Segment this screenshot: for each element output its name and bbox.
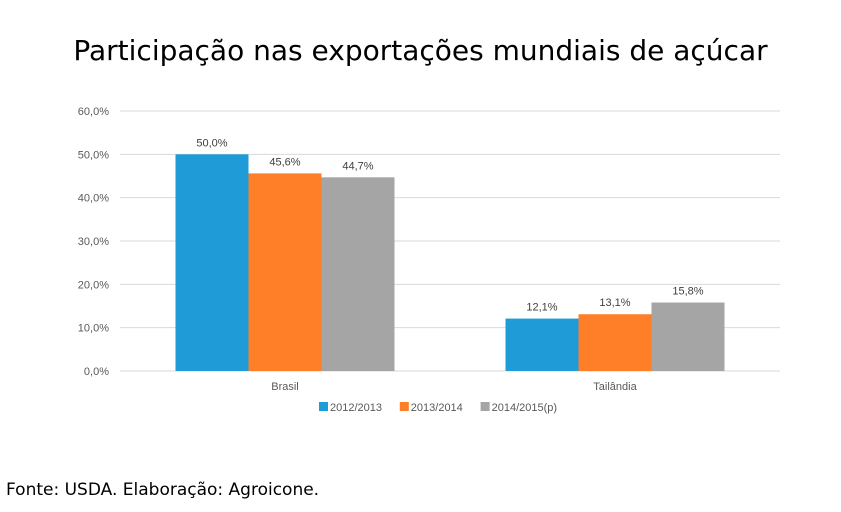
y-tick-label: 30,0% [78, 236, 109, 248]
y-tick-label: 0,0% [84, 366, 109, 378]
bar-2013/2014 [248, 173, 322, 371]
legend-label: 2014/2015(p) [492, 402, 557, 414]
y-tick-label: 50,0% [78, 149, 109, 161]
legend-swatch [399, 402, 409, 411]
y-tick-label: 20,0% [78, 279, 109, 291]
source-note: Fonte: USDA. Elaboração: Agroicone. [6, 480, 320, 500]
bar-2014/2015(p) [651, 302, 725, 371]
legend-label: 2013/2014 [411, 402, 463, 414]
y-tick-label: 60,0% [78, 106, 109, 118]
data-label: 50,0% [196, 137, 227, 149]
y-tick-label: 10,0% [78, 323, 109, 335]
data-label: 15,8% [672, 286, 703, 298]
bar-2013/2014 [578, 314, 652, 371]
chart-title: Participação nas exportações mundiais de… [73, 34, 768, 67]
data-label: 12,1% [526, 302, 557, 314]
legend-label: 2012/2013 [330, 402, 382, 414]
bar-2012/2013 [175, 154, 249, 371]
bar-2014/2015(p) [321, 177, 395, 371]
x-tick-label: Brasil [271, 381, 299, 393]
x-tick-label: Tailândia [593, 381, 637, 393]
legend-swatch [480, 402, 490, 411]
data-label: 45,6% [269, 156, 300, 168]
data-label: 13,1% [599, 297, 630, 309]
legend-swatch [319, 402, 328, 411]
data-label: 44,7% [342, 160, 373, 172]
y-tick-label: 40,0% [78, 193, 109, 205]
bar-2012/2013 [505, 318, 579, 371]
